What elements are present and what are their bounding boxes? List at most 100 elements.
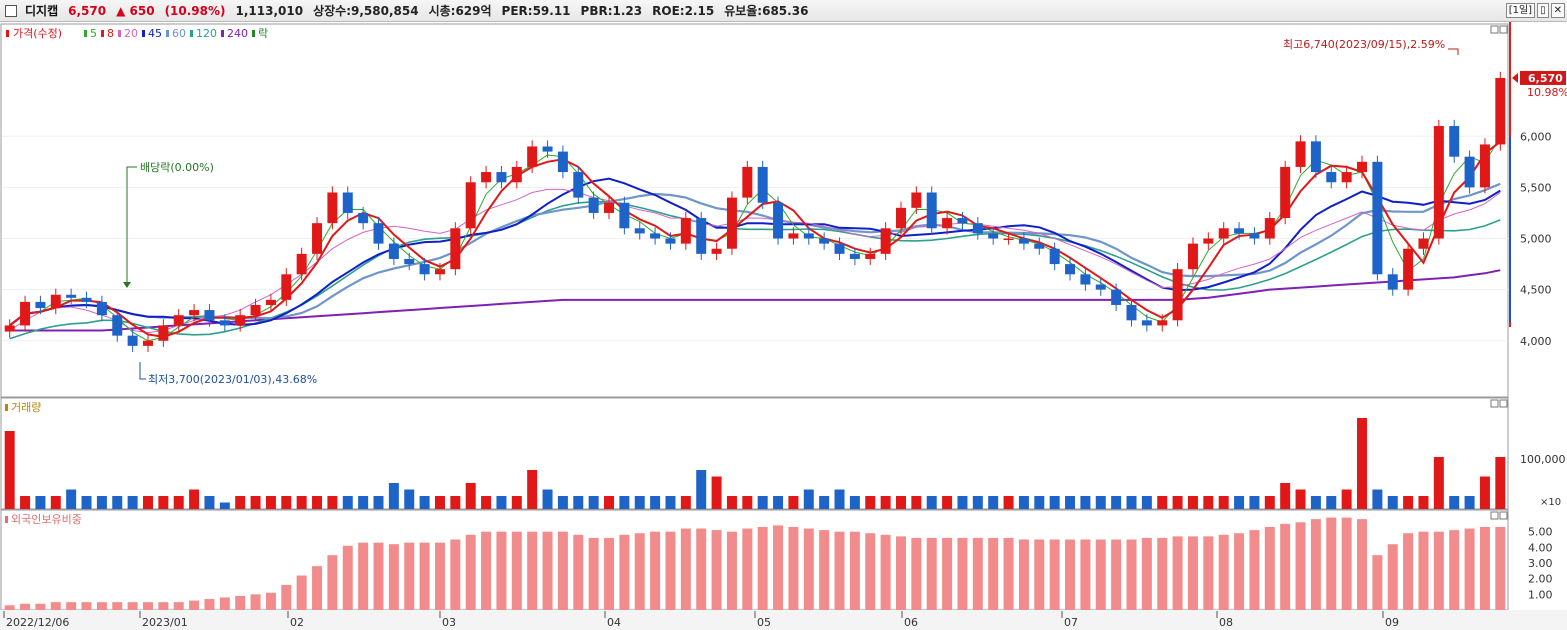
candle-body bbox=[650, 233, 661, 239]
foreign-bar bbox=[742, 528, 753, 610]
volume-bar bbox=[173, 496, 184, 509]
candle-body bbox=[988, 233, 999, 239]
stock-name[interactable]: 디지캡 bbox=[25, 4, 59, 18]
volume-bar bbox=[1418, 496, 1429, 509]
candle-body bbox=[511, 166, 522, 183]
candle-body bbox=[496, 172, 507, 183]
volume-bar bbox=[388, 483, 399, 509]
foreign-tick-label: 1.00 bbox=[1528, 588, 1553, 601]
candle-body bbox=[434, 269, 445, 275]
volume-bar bbox=[434, 496, 445, 509]
volume-bar bbox=[1280, 483, 1291, 509]
foreign-tick-label: 2.00 bbox=[1528, 573, 1553, 586]
volume-bar bbox=[1310, 496, 1321, 509]
candle-body bbox=[1157, 320, 1168, 326]
dividend-annotation-line bbox=[126, 166, 137, 287]
candle-body bbox=[373, 223, 384, 244]
volume-bar bbox=[1187, 496, 1198, 509]
ma45-line bbox=[9, 177, 1501, 327]
foreign-bar bbox=[788, 526, 799, 610]
close-button[interactable]: ✕ bbox=[1550, 3, 1565, 18]
stock-header: 디지캡 6,570 ▲ 650 (10.98%) 1,113,010 상장수:9… bbox=[0, 0, 1567, 22]
foreign-bar bbox=[1433, 531, 1444, 610]
x-axis-label: 06 bbox=[904, 616, 918, 629]
candle-body bbox=[142, 340, 153, 346]
foreign-bar bbox=[450, 539, 461, 610]
period-button[interactable]: [1일] bbox=[1505, 3, 1536, 18]
candle-body bbox=[680, 218, 691, 244]
volume-bar bbox=[773, 496, 784, 509]
stock-chart-svg[interactable]: 4,000 4,500 5,000 5,500 6,000 가격(수정) 5 8 20 45 60 1… bbox=[0, 22, 1567, 630]
window-buttons: [1일] ▯ ✕ bbox=[1505, 3, 1565, 18]
volume-bar bbox=[404, 489, 415, 509]
select-checkbox[interactable] bbox=[5, 4, 17, 17]
price-tick-label: 4,500 bbox=[1520, 284, 1552, 297]
volume-bar bbox=[465, 483, 476, 509]
volume-bar bbox=[880, 496, 891, 509]
volume-bar bbox=[726, 496, 737, 509]
foreign-bar bbox=[81, 602, 92, 610]
foreign-bar bbox=[173, 602, 184, 610]
candle-body bbox=[219, 320, 230, 326]
foreign-bar bbox=[142, 602, 153, 610]
volume-bar bbox=[988, 496, 999, 509]
foreign-bar bbox=[481, 531, 492, 610]
x-axis-label: 03 bbox=[442, 616, 456, 629]
foreign-bar bbox=[803, 528, 814, 610]
candle-body bbox=[1372, 161, 1383, 275]
legend-ma-45: 45 bbox=[148, 27, 162, 40]
foreign-bar bbox=[265, 592, 276, 610]
foreign-bar bbox=[1203, 536, 1214, 610]
price-change: ▲ 650 bbox=[116, 3, 155, 18]
foreign-bar bbox=[865, 533, 876, 610]
foreign-bar bbox=[373, 542, 384, 610]
foreign-bar bbox=[1295, 522, 1306, 610]
volume-bar bbox=[895, 496, 906, 509]
volume-bar bbox=[711, 476, 722, 509]
candle-body bbox=[1326, 172, 1337, 183]
listed-shares: 상장수:9,580,854 bbox=[313, 4, 419, 18]
dock-button[interactable]: ▯ bbox=[1537, 3, 1549, 18]
panel-maximize-icon bbox=[1499, 399, 1508, 408]
foreign-bar bbox=[112, 602, 123, 610]
candle-body bbox=[465, 182, 476, 229]
candle-body bbox=[358, 212, 369, 224]
legend-ex-label: 락 bbox=[258, 27, 268, 40]
candle-body bbox=[542, 146, 553, 152]
x-axis-label: 09 bbox=[1385, 616, 1399, 629]
foreign-bar bbox=[235, 595, 246, 610]
foreign-bar bbox=[619, 534, 630, 610]
candle-body bbox=[1080, 274, 1091, 285]
candle-body bbox=[1018, 238, 1029, 244]
foreign-bar bbox=[604, 537, 615, 610]
candle-body bbox=[1357, 161, 1368, 173]
foreign-bar bbox=[4, 605, 15, 610]
volume-legend-marker bbox=[5, 404, 8, 411]
panel-maximize-icon bbox=[1499, 25, 1508, 34]
foreign-bar bbox=[1249, 530, 1260, 610]
candle-body bbox=[1003, 238, 1014, 241]
volume-bar bbox=[619, 496, 630, 509]
foreign-bar bbox=[327, 555, 338, 610]
foreign-bar bbox=[1310, 519, 1321, 610]
candle-body bbox=[1403, 248, 1414, 290]
volume-bar bbox=[1080, 496, 1091, 509]
candle-body bbox=[588, 197, 599, 213]
foreign-bar bbox=[189, 600, 200, 610]
candle-body bbox=[419, 264, 430, 275]
candle-body bbox=[834, 243, 845, 254]
candle-body bbox=[527, 146, 538, 167]
chart-area[interactable]: 4,000 4,500 5,000 5,500 6,000 가격(수정) 5 8 20 45 60 1… bbox=[0, 22, 1567, 630]
last-price-label: 6,570 bbox=[1528, 72, 1563, 85]
candle-body bbox=[20, 301, 31, 326]
foreign-bar bbox=[1111, 539, 1122, 610]
volume-bar bbox=[1479, 476, 1490, 509]
candle-body bbox=[388, 243, 399, 259]
last-price-pointer-icon bbox=[1512, 72, 1518, 83]
volume-bar bbox=[219, 502, 230, 509]
foreign-bar bbox=[1234, 533, 1245, 610]
foreign-bar bbox=[1326, 517, 1337, 610]
foreign-bar bbox=[1003, 537, 1014, 610]
right-axis-strip bbox=[1509, 22, 1567, 612]
volume-bar bbox=[235, 496, 246, 509]
